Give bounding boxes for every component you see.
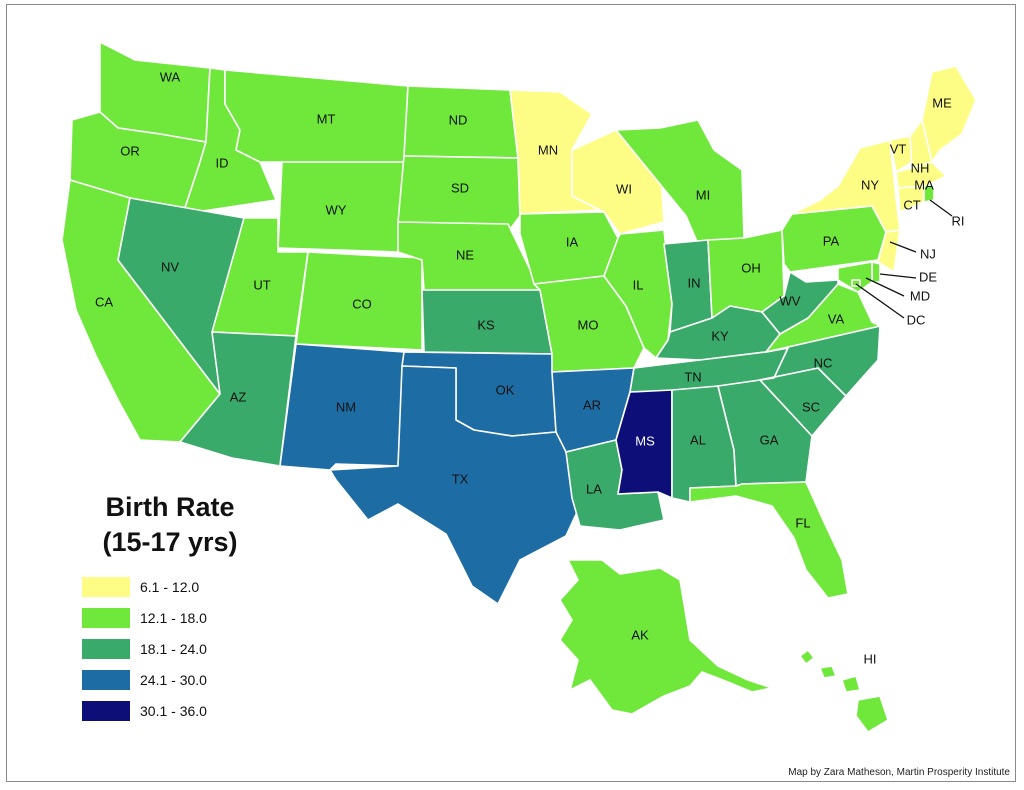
state-label-ut: UT xyxy=(253,277,270,292)
state-md xyxy=(837,261,873,293)
legend-label: 18.1 - 24.0 xyxy=(140,641,207,657)
legend-swatch xyxy=(82,670,130,690)
state-label-la: LA xyxy=(586,481,602,496)
legend-item: 30.1 - 36.0 xyxy=(82,701,207,721)
legend-item: 6.1 - 12.0 xyxy=(82,577,199,597)
state-label-ga: GA xyxy=(760,432,779,447)
state-co xyxy=(295,251,423,351)
state-label-ar: AR xyxy=(583,397,601,412)
state-sd xyxy=(397,155,521,233)
state-label-ia: IA xyxy=(566,234,579,249)
legend-label: 12.1 - 18.0 xyxy=(140,610,207,626)
state-ny xyxy=(791,139,901,233)
state-de xyxy=(871,261,881,283)
legend-title: Birth Rate (15-17 yrs) xyxy=(60,490,280,560)
state-label-al: AL xyxy=(690,432,706,447)
state-label-ok: OK xyxy=(496,382,515,397)
state-label-ky: KY xyxy=(711,328,729,343)
state-label-nd: ND xyxy=(449,112,468,127)
state-label-wa: WA xyxy=(160,69,181,84)
legend-item: 12.1 - 18.0 xyxy=(82,608,207,628)
state-label-il: IL xyxy=(633,277,644,292)
state-label-me: ME xyxy=(932,95,952,110)
state-label-md: MD xyxy=(910,288,930,303)
state-label-nm: NM xyxy=(336,399,356,414)
legend-title-line1: Birth Rate xyxy=(105,492,235,522)
legend-swatch xyxy=(82,608,130,628)
state-label-ca: CA xyxy=(95,294,113,309)
state-label-ny: NY xyxy=(861,177,879,192)
state-nc xyxy=(759,325,881,397)
state-hi xyxy=(799,649,889,733)
state-label-ne: NE xyxy=(456,247,474,262)
state-label-wv: WV xyxy=(780,293,801,308)
state-fl xyxy=(689,481,849,599)
state-label-id: ID xyxy=(216,155,229,170)
state-label-sd: SD xyxy=(451,180,469,195)
state-label-de: DE xyxy=(919,269,937,284)
state-label-nc: NC xyxy=(814,355,833,370)
state-label-or: OR xyxy=(120,143,140,158)
state-label-ma: MA xyxy=(914,177,934,192)
state-label-oh: OH xyxy=(741,260,761,275)
map-credit: Map by Zara Matheson, Martin Prosperity … xyxy=(788,767,1010,778)
state-label-in: IN xyxy=(688,275,701,290)
state-label-nj: NJ xyxy=(920,246,936,261)
state-label-ms: MS xyxy=(635,433,655,448)
legend-item: 18.1 - 24.0 xyxy=(82,639,207,659)
legend-swatch xyxy=(82,577,130,597)
state-label-mo: MO xyxy=(578,317,599,332)
state-label-tx: TX xyxy=(452,471,469,486)
state-label-ak: AK xyxy=(631,627,649,642)
state-az xyxy=(179,331,297,467)
state-label-tn: TN xyxy=(684,369,701,384)
legend-swatch xyxy=(82,701,130,721)
state-label-vt: VT xyxy=(890,141,907,156)
state-label-va: VA xyxy=(828,311,845,326)
legend-label: 30.1 - 36.0 xyxy=(140,703,207,719)
state-label-nv: NV xyxy=(161,259,179,274)
state-ak xyxy=(559,559,773,715)
state-label-az: AZ xyxy=(230,389,247,404)
label-leader-lines xyxy=(855,199,953,319)
state-tx xyxy=(329,365,579,605)
state-label-co: CO xyxy=(352,296,372,311)
state-nj xyxy=(877,229,901,273)
state-dc xyxy=(851,279,861,287)
state-ri xyxy=(923,185,935,203)
legend-label: 6.1 - 12.0 xyxy=(140,579,200,595)
state-label-mt: MT xyxy=(317,111,336,126)
state-label-ct: CT xyxy=(903,197,920,212)
state-label-sc: SC xyxy=(802,399,820,414)
state-label-ks: KS xyxy=(477,317,495,332)
state-me xyxy=(921,65,977,163)
state-label-dc: DC xyxy=(907,312,926,327)
state-label-wi: WI xyxy=(616,181,632,196)
legend-title-line2: (15-17 yrs) xyxy=(102,527,238,557)
state-label-wy: WY xyxy=(326,202,347,217)
state-label-ri: RI xyxy=(952,213,965,228)
state-label-mn: MN xyxy=(538,142,558,157)
state-label-nh: NH xyxy=(911,160,930,175)
legend-item: 24.1 - 30.0 xyxy=(82,670,207,690)
legend-label: 24.1 - 30.0 xyxy=(140,672,207,688)
legend-swatch xyxy=(82,639,130,659)
state-label-mi: MI xyxy=(696,187,710,202)
state-label-fl: FL xyxy=(795,515,810,530)
state-mi xyxy=(615,119,745,245)
state-label-pa: PA xyxy=(823,233,840,248)
state-label-hi: HI xyxy=(864,651,877,666)
